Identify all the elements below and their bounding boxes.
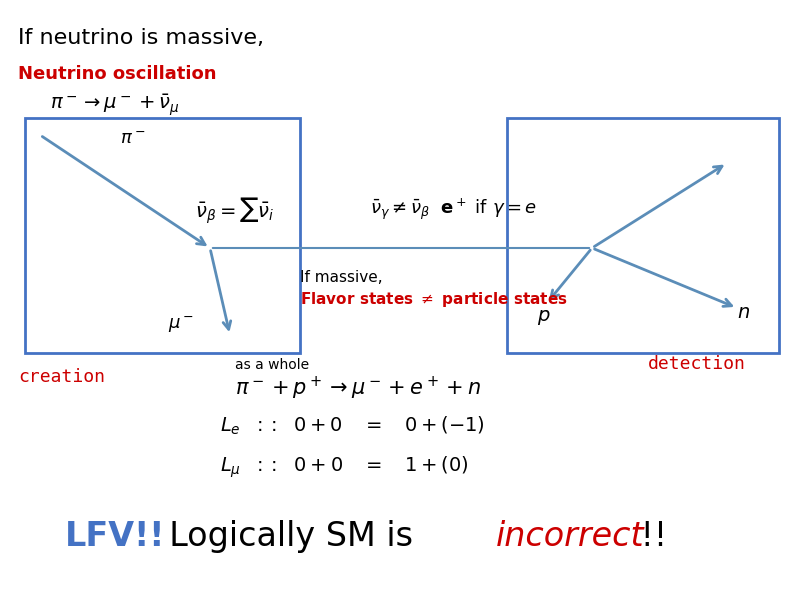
Text: If neutrino is massive,: If neutrino is massive, [18,28,264,48]
Text: $L_\mu\ \ ::\ \ 0+0 \quad = \quad 1+(0)$: $L_\mu\ \ ::\ \ 0+0 \quad = \quad 1+(0)$ [220,455,468,481]
Text: $n$: $n$ [737,303,750,322]
Text: detection: detection [648,355,746,373]
Text: Flavor states $\neq$ particle states: Flavor states $\neq$ particle states [300,290,568,309]
Text: Logically SM is: Logically SM is [148,520,424,553]
Bar [25,118,300,353]
Text: $\pi^- + p^+ \rightarrow \mu^- + e^+ + n$: $\pi^- + p^+ \rightarrow \mu^- + e^+ + n… [235,375,481,402]
Text: as a whole: as a whole [235,358,309,372]
Text: $\pi^-$: $\pi^-$ [120,130,145,148]
Text: $\pi^- \rightarrow \mu^- + \bar{\nu}_\mu$: $\pi^- \rightarrow \mu^- + \bar{\nu}_\mu… [50,93,179,118]
Text: incorrect: incorrect [496,520,645,553]
Text: $\bar{\nu}_\beta = \sum \bar{\nu}_i$: $\bar{\nu}_\beta = \sum \bar{\nu}_i$ [195,196,275,227]
Text: $L_e\ \ ::\ \ 0+0 \quad = \quad 0+(-1)$: $L_e\ \ ::\ \ 0+0 \quad = \quad 0+(-1)$ [220,415,485,437]
Text: $\mu^-$: $\mu^-$ [168,315,195,335]
Bar [507,118,779,353]
Text: Neutrino oscillation: Neutrino oscillation [18,65,217,83]
Text: If massive,: If massive, [300,270,383,285]
Text: creation: creation [18,368,105,386]
Text: LFV!!: LFV!! [65,520,165,553]
Text: !!: !! [630,520,667,553]
Text: $p$: $p$ [537,308,550,327]
Text: $\bar{\nu}_\gamma \neq \bar{\nu}_\beta\ \ \mathbf{e}^+\ \mathrm{if}\ \gamma = e$: $\bar{\nu}_\gamma \neq \bar{\nu}_\beta\ … [370,196,538,221]
